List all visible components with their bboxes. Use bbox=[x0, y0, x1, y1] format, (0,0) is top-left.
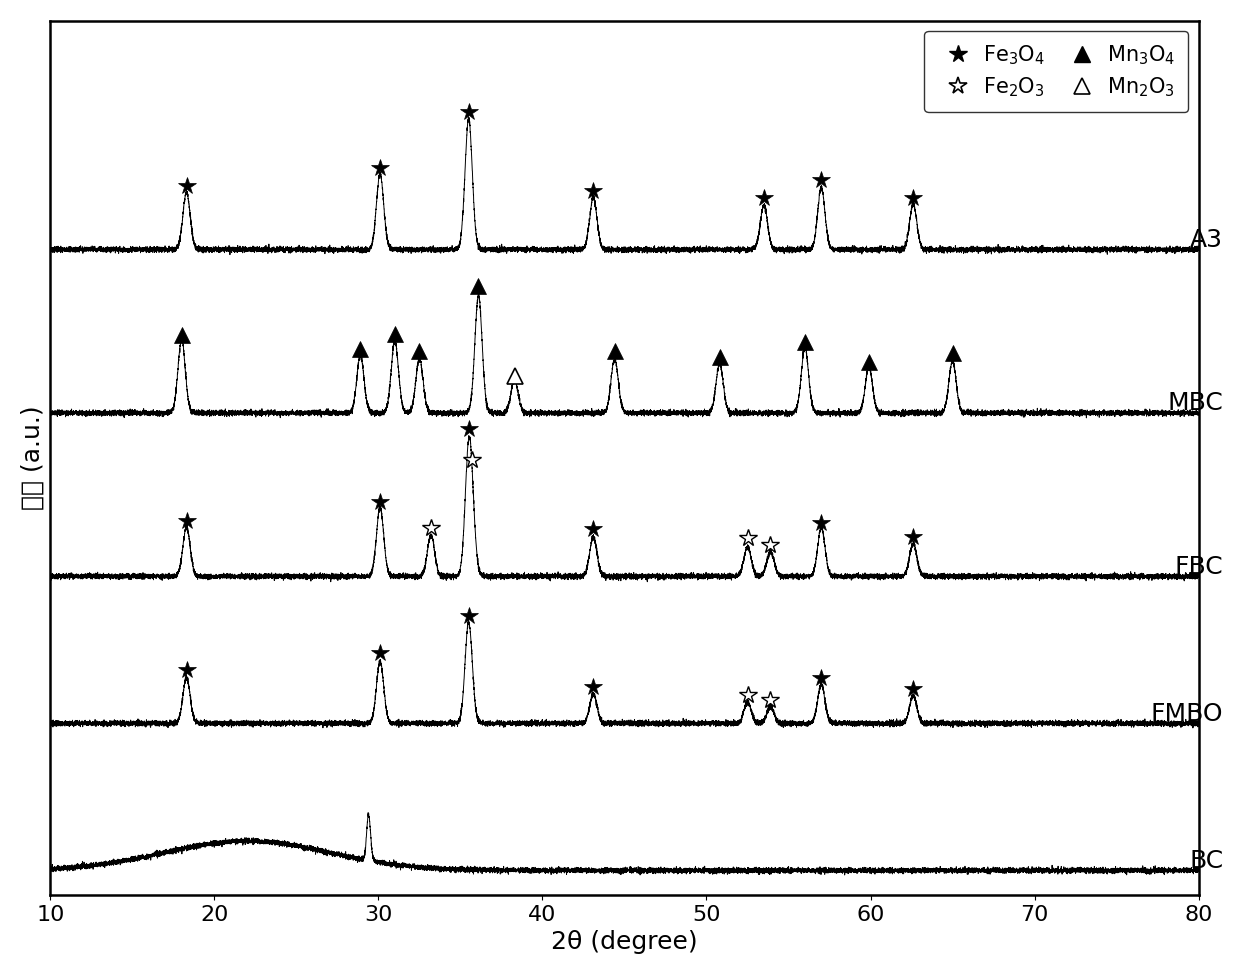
Text: MBC: MBC bbox=[1167, 391, 1223, 415]
Text: FBC: FBC bbox=[1174, 555, 1223, 578]
Legend: Fe$_3$O$_4$, Fe$_2$O$_3$, Mn$_3$O$_4$, Mn$_2$O$_3$: Fe$_3$O$_4$, Fe$_2$O$_3$, Mn$_3$O$_4$, M… bbox=[925, 31, 1188, 112]
Text: A3: A3 bbox=[1190, 228, 1223, 252]
Text: FMBO: FMBO bbox=[1151, 702, 1223, 725]
Text: BC: BC bbox=[1189, 848, 1223, 873]
X-axis label: 2θ (degree): 2θ (degree) bbox=[551, 930, 698, 955]
Y-axis label: 强度 (a.u.): 强度 (a.u.) bbox=[21, 406, 45, 510]
